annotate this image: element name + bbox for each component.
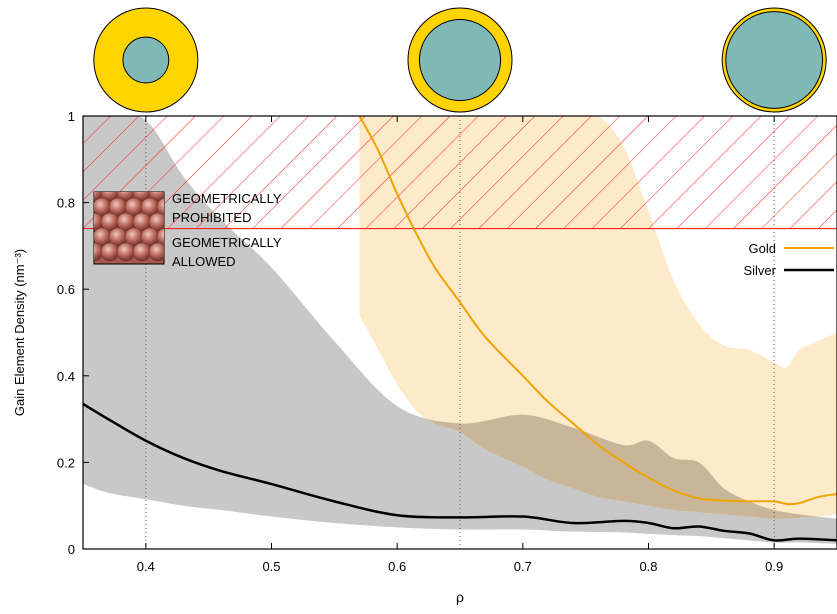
y-tick-label: 0.2 [57,455,75,470]
plot-border [82,115,837,550]
gold-series-line [358,116,837,506]
plot-area [83,116,837,549]
y-tick-label: 0.6 [57,282,75,297]
core-shell-particle-1 [407,7,513,113]
y-tick-label: 0.8 [57,196,75,211]
x-tick-label: 0.7 [514,559,532,574]
silver-uncertainty-band [83,116,837,544]
prohibited-label-line2: PROHIBITED [172,210,251,225]
core-shell-particle-2 [721,7,827,113]
allowed-label-line1: GEOMETRICALLY [172,235,282,250]
x-tick-label: 0.5 [262,559,280,574]
x-axis-label: ρ [456,589,464,605]
x-tick-label: 0.4 [137,559,155,574]
x-tick-label: 0.9 [765,559,783,574]
y-axis-ticks: 0 0.2 0.4 0.6 0.8 1 [57,109,89,557]
close-packed-lattice-icon [93,191,165,265]
particle-diagrams [93,7,827,113]
x-axis-ticks: 0.4 0.5 0.6 0.7 0.8 0.9 [137,116,783,574]
x-tick-label: 0.6 [388,559,406,574]
allowed-label-line2: ALLOWED [172,254,236,269]
y-tick-label: 0 [68,542,75,557]
legend-label-1: Silver [743,263,776,278]
y-tick-label: 0.4 [57,369,75,384]
y-tick-label: 1 [68,109,75,124]
reference-lines [145,116,775,549]
prohibited-label-line1: GEOMETRICALLY [172,191,282,206]
core-shell-particle-0 [93,7,199,113]
y-axis-label: Gain Element Density (nm⁻³) [12,249,27,416]
legend: Gold Silver [743,241,834,278]
x-tick-label: 0.8 [639,559,657,574]
silver-series-line [83,402,837,542]
legend-label-0: Gold [749,241,776,256]
